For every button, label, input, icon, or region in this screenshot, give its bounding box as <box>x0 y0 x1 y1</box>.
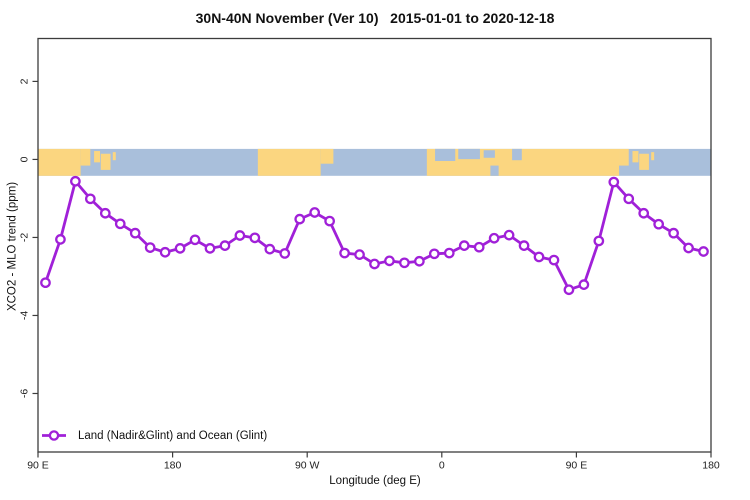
legend: Land (Nadir&Glint) and Ocean (Glint) <box>41 428 267 443</box>
svg-text:0: 0 <box>19 156 31 162</box>
legend-marker-icon <box>42 430 66 441</box>
svg-text:180: 180 <box>702 460 720 472</box>
svg-text:-2: -2 <box>19 233 31 242</box>
svg-text:-4: -4 <box>19 311 31 320</box>
x-axis-label: Longitude (deg E) <box>329 475 421 487</box>
svg-text:0: 0 <box>439 460 445 472</box>
svg-text:90 E: 90 E <box>27 460 49 472</box>
legend-label: Land (Nadir&Glint) and Ocean (Glint) <box>78 429 268 442</box>
svg-text:-6: -6 <box>19 389 31 398</box>
svg-text:90 E: 90 E <box>566 460 588 472</box>
svg-text:2: 2 <box>19 78 31 84</box>
svg-text:180: 180 <box>164 460 182 472</box>
svg-text:90 W: 90 W <box>295 460 320 472</box>
chart-title: 30N-40N November (Ver 10) 2015-01-01 to … <box>195 10 555 26</box>
